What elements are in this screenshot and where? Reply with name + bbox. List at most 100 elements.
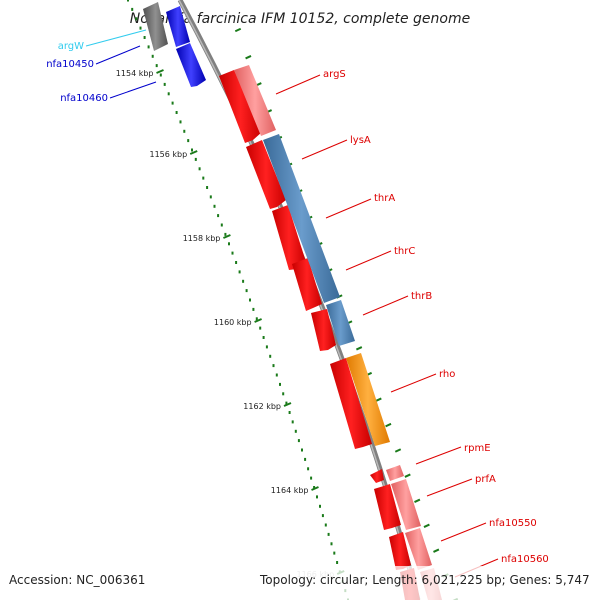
gene-block[interactable]: [292, 258, 322, 311]
ruler-major-tick: [311, 486, 319, 491]
gene-block[interactable]: [389, 532, 411, 570]
ruler-major-tick: [223, 234, 231, 239]
ruler-major-tick: [254, 318, 262, 323]
ruler-dot: [155, 64, 158, 68]
gene-block[interactable]: [370, 469, 384, 483]
gene-label-rpmE[interactable]: rpmE: [464, 443, 491, 454]
gene-block[interactable]: [176, 43, 206, 87]
gene-block[interactable]: [386, 465, 404, 481]
reverse-strand-genes: [143, 2, 420, 600]
track-dot: [355, 346, 363, 351]
track-dot: [404, 473, 411, 478]
ruler-dot: [297, 439, 300, 443]
gene-block[interactable]: [219, 70, 262, 143]
gene-block[interactable]: [246, 140, 286, 209]
gene-label-rho[interactable]: rho: [439, 369, 455, 380]
ruler-dot: [127, 0, 129, 2]
ruler-dot: [179, 120, 182, 124]
track-dot: [375, 397, 382, 402]
ruler-tick-label: 1154 kbp: [116, 69, 154, 78]
gene-label-prfA[interactable]: prfA: [475, 474, 496, 485]
track-dot: [433, 548, 440, 553]
ruler-dot: [151, 54, 154, 58]
gene-block[interactable]: [166, 6, 190, 47]
forward-strand-genes: [166, 6, 442, 600]
ruler-dot: [171, 101, 174, 105]
track-dot: [385, 422, 392, 428]
ruler-dot: [235, 261, 238, 264]
ruler-dot: [310, 476, 313, 480]
ruler-dot: [275, 373, 278, 377]
gene-label-nfa10550[interactable]: nfa10550: [489, 518, 537, 529]
map-title: Nocardia farcinica IFM 10152, complete g…: [130, 11, 470, 27]
ruler-dot: [231, 251, 234, 255]
ruler-dot: [319, 504, 321, 508]
ruler-tick-label: 1158 kbp: [183, 234, 221, 243]
gene-block[interactable]: [391, 479, 421, 530]
ruler-dot: [175, 111, 178, 114]
ruler-dot: [288, 411, 291, 414]
gene-block[interactable]: [346, 353, 390, 446]
ruler-major-tick: [156, 69, 164, 74]
ruler-dot: [217, 214, 220, 218]
gene-block[interactable]: [311, 309, 336, 351]
ruler-dot: [163, 82, 166, 86]
ruler-dot: [324, 523, 327, 527]
ruler-tick-labels: 1154 kbp 1156 kbp 1158 kbp 1160 kbp 1162 kbp…: [116, 69, 334, 579]
ruler-dot: [265, 345, 268, 349]
ruler-dot: [272, 364, 275, 368]
accession-label: Accession: NC_006361: [9, 573, 146, 587]
track-dot: [245, 55, 252, 60]
gene-label-thrB[interactable]: thrB: [411, 291, 432, 302]
gene-block[interactable]: [405, 528, 432, 570]
ruler-dot: [304, 457, 307, 461]
ruler-dot: [245, 289, 248, 293]
ruler-dot: [228, 242, 230, 246]
ruler-dot: [330, 542, 333, 546]
track-dot: [234, 27, 242, 33]
ruler-dot: [220, 223, 223, 227]
ruler-dot: [279, 382, 281, 386]
gene-label-lysA[interactable]: lysA: [350, 135, 371, 146]
ruler-dot: [202, 176, 205, 180]
ruler-dot: [262, 336, 265, 339]
ruler-dot: [252, 307, 255, 311]
gene-label-nfa10460[interactable]: nfa10460: [60, 93, 108, 104]
ruler-major-tick: [189, 150, 198, 155]
gene-block[interactable]: [143, 2, 168, 51]
ruler-dot: [291, 420, 294, 424]
gene-label-thrC[interactable]: thrC: [394, 246, 415, 257]
gene-label-thrA[interactable]: thrA: [374, 193, 395, 204]
gene-block[interactable]: [374, 484, 401, 530]
ruler-dot: [135, 17, 138, 21]
ruler-dot: [159, 73, 162, 77]
gene-block[interactable]: [234, 65, 276, 136]
ruler-dot: [282, 392, 285, 396]
footer-background: [0, 566, 600, 600]
ruler-dot: [191, 148, 193, 152]
ruler-dot: [285, 401, 288, 405]
ruler-dot: [316, 495, 318, 499]
ruler-dot: [183, 129, 186, 133]
ruler-dot: [206, 186, 209, 189]
ruler-dot: [301, 448, 303, 452]
ruler-dot: [238, 270, 241, 274]
ruler-dot: [209, 195, 212, 199]
ruler-dot: [255, 317, 258, 321]
ruler-dot: [147, 45, 150, 49]
gene-label-leaders: [85, 29, 499, 578]
gene-label-argS[interactable]: argS: [323, 69, 346, 80]
gene-label-nfa10450[interactable]: nfa10450: [46, 59, 94, 70]
ruler-dot: [167, 92, 170, 96]
gene-label-nfa10560[interactable]: nfa10560: [501, 554, 549, 565]
gene-block[interactable]: [263, 134, 340, 303]
ruler-dot: [249, 298, 251, 302]
gene-block[interactable]: [272, 205, 306, 270]
gene-block[interactable]: [326, 300, 355, 346]
track-dot: [394, 448, 402, 453]
ruler-dot: [198, 167, 201, 171]
gene-block[interactable]: [330, 358, 372, 449]
ruler-dot: [321, 514, 324, 518]
gene-label-argW[interactable]: argW: [58, 41, 84, 52]
